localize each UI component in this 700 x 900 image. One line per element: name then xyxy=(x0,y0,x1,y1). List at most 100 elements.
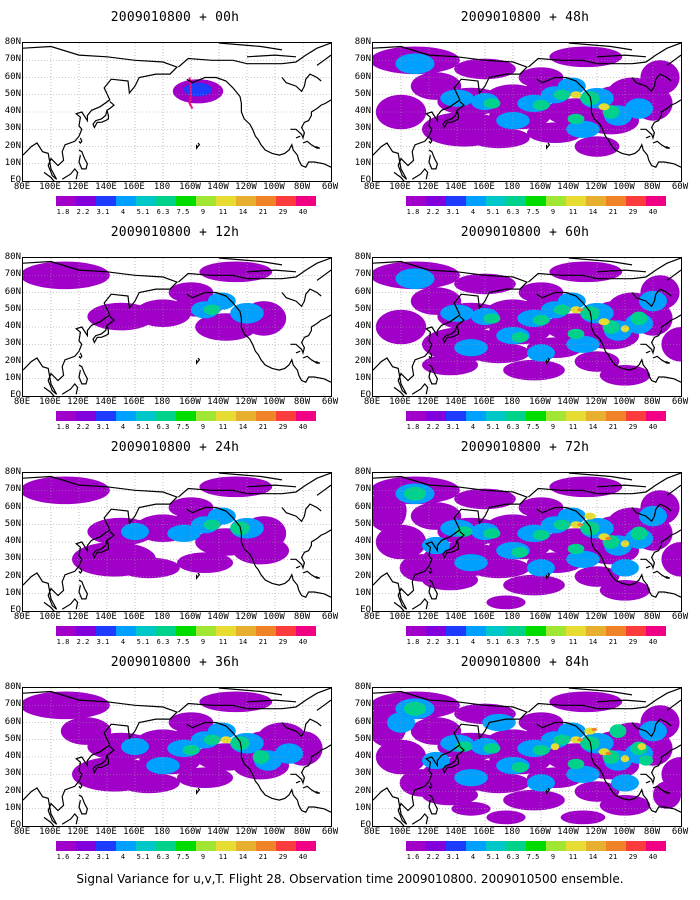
variance-contour-fill xyxy=(567,543,585,555)
variance-contour-fill xyxy=(653,781,681,809)
longitude-label: 100E xyxy=(389,397,411,407)
variance-contour-fill xyxy=(570,521,582,529)
longitude-label: 80W xyxy=(643,397,661,407)
latitude-label: 50N xyxy=(4,518,21,529)
signal-variance-shading xyxy=(373,691,681,825)
longitude-label: 120E xyxy=(417,397,439,407)
latitude-label: 20N xyxy=(354,785,371,796)
colorbar-swatch xyxy=(76,626,96,636)
variance-contour-fill xyxy=(661,542,681,577)
variance-contour-fill xyxy=(639,720,667,742)
variance-contour-fill xyxy=(496,112,530,130)
variance-contour-fill xyxy=(422,751,450,770)
latitude-label: EQ xyxy=(360,175,371,185)
variance-contour-fill xyxy=(146,757,180,775)
colorbar-label: 40 xyxy=(648,638,658,646)
colorbar-swatch xyxy=(76,411,96,421)
coastlines xyxy=(373,258,681,396)
longitude-label: 80W xyxy=(643,827,661,837)
longitude-label: 80E xyxy=(13,827,31,837)
longitude-label: 160W xyxy=(179,827,201,837)
variance-contour-fill xyxy=(620,755,630,763)
longitude-label: 60W xyxy=(321,612,339,622)
latitude-label: 40N xyxy=(354,751,371,761)
colorbar-label: 2.2 xyxy=(426,638,440,646)
longitude-label: 120E xyxy=(417,182,439,192)
colorbar-label: 29 xyxy=(278,423,288,431)
longitude-label: 80W xyxy=(643,612,661,622)
colorbar-label: 7.5 xyxy=(176,638,190,646)
colorbar-swatch xyxy=(426,626,446,636)
colorbar-label: 7.5 xyxy=(526,638,540,646)
latitude-label: 30N xyxy=(4,768,21,779)
variance-contour-fill xyxy=(395,268,435,289)
map-frame xyxy=(372,472,682,612)
colorbar-label: 7.5 xyxy=(176,208,190,216)
longitude-label: 180 xyxy=(153,827,171,837)
gridlines xyxy=(23,258,331,396)
coastlines xyxy=(373,473,681,611)
longitude-label: 140E xyxy=(445,612,467,622)
colorbar-label: 2.2 xyxy=(76,423,90,431)
variance-contour-fill xyxy=(275,743,303,764)
colorbar-swatch xyxy=(236,626,256,636)
variance-contour-fill xyxy=(630,526,648,541)
colorbar-label: 1.8 xyxy=(406,638,420,646)
latitude-label: 10N xyxy=(4,802,21,813)
latitude-label: 70N xyxy=(4,699,21,710)
gridlines xyxy=(23,688,331,826)
colorbar-swatch xyxy=(506,411,526,421)
colorbar-swatch xyxy=(196,411,216,421)
colorbar-swatch xyxy=(426,841,446,851)
variance-contour-fill xyxy=(60,717,112,745)
colorbar xyxy=(56,196,316,206)
longitude-label: 80E xyxy=(13,612,31,622)
variance-contour-fill xyxy=(570,306,582,314)
longitude-label: 160E xyxy=(123,827,145,837)
colorbar-swatch xyxy=(606,411,626,421)
colorbar-label: 21 xyxy=(258,853,268,861)
gridlines xyxy=(373,258,681,396)
variance-contour-fill xyxy=(177,552,233,573)
variance-contour-fill xyxy=(598,318,610,326)
longitude-label: 160E xyxy=(473,397,495,407)
latitude-label: 80N xyxy=(354,252,371,262)
variance-contour-fill xyxy=(639,755,653,766)
variance-contour-fill xyxy=(620,540,630,548)
variance-contour-fill xyxy=(532,314,550,326)
colorbar-swatch xyxy=(466,841,486,851)
longitude-label: 140W xyxy=(557,827,579,837)
panel-title: 2009010800 + 00h xyxy=(110,10,240,25)
latitude-label: EQ xyxy=(10,820,21,830)
longitude-label: 100W xyxy=(613,827,635,837)
latitude-label: 60N xyxy=(354,286,371,297)
coastlines xyxy=(373,688,681,826)
longitude-label: 140W xyxy=(557,612,579,622)
colorbar-label: 6.3 xyxy=(506,853,520,861)
latitude-label: 20N xyxy=(354,570,371,581)
variance-contour-fill xyxy=(609,724,627,738)
gridlines xyxy=(373,688,681,826)
panel-title: 2009010800 + 24h xyxy=(110,440,240,455)
variance-contour-fill xyxy=(637,743,646,751)
colorbar-label: 11 xyxy=(568,853,578,861)
colorbar-label: 9 xyxy=(550,423,556,431)
map-panel: 2009010800 + 84h 80N 70N 60N 50N 40N 30N 20N 10N… xyxy=(350,645,700,861)
colorbar-swatch xyxy=(96,196,116,206)
colorbar-swatch xyxy=(466,411,486,421)
colorbar-swatch xyxy=(56,196,76,206)
colorbar-label: 29 xyxy=(278,638,288,646)
latitude-label: 10N xyxy=(354,157,371,168)
variance-contour-fill xyxy=(532,529,550,541)
colorbar-swatch xyxy=(566,196,586,206)
latitude-label: 60N xyxy=(354,716,371,727)
colorbar-swatch xyxy=(646,626,666,636)
longitude-label: 140E xyxy=(95,612,117,622)
variance-contour-fill xyxy=(454,769,488,787)
longitude-label: 80E xyxy=(363,827,381,837)
colorbar-swatch xyxy=(566,841,586,851)
colorbar-label: 2.2 xyxy=(426,208,440,216)
variance-contour-fill xyxy=(550,743,560,751)
variance-contour-fill xyxy=(182,744,200,756)
longitude-label: 160E xyxy=(123,612,145,622)
